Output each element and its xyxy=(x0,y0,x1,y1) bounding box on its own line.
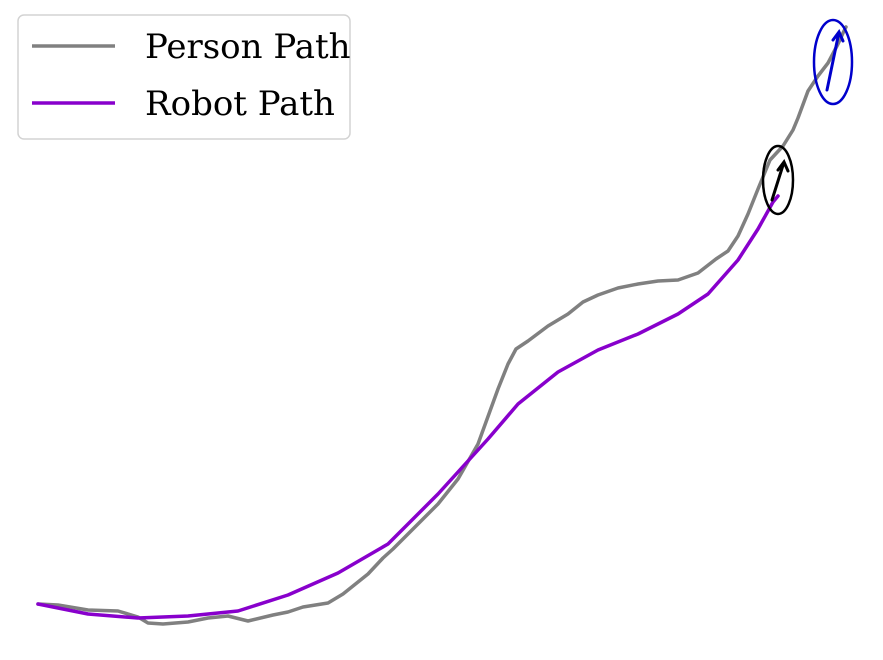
robot-pose-arrow xyxy=(770,159,790,202)
person-pose-ellipse xyxy=(812,18,854,106)
robot-pose-marker xyxy=(761,144,795,216)
person-pose-marker xyxy=(812,18,854,106)
plot-area xyxy=(36,18,854,626)
person-path-line xyxy=(36,25,848,626)
legend: Person Path Robot Path xyxy=(17,14,351,140)
legend-robot-label: Robot Path xyxy=(145,84,335,124)
legend-person-label: Person Path xyxy=(145,27,351,67)
person-pose-arrow xyxy=(825,29,845,92)
robot-path-line xyxy=(36,194,780,620)
robot-pose-ellipse xyxy=(761,144,795,216)
